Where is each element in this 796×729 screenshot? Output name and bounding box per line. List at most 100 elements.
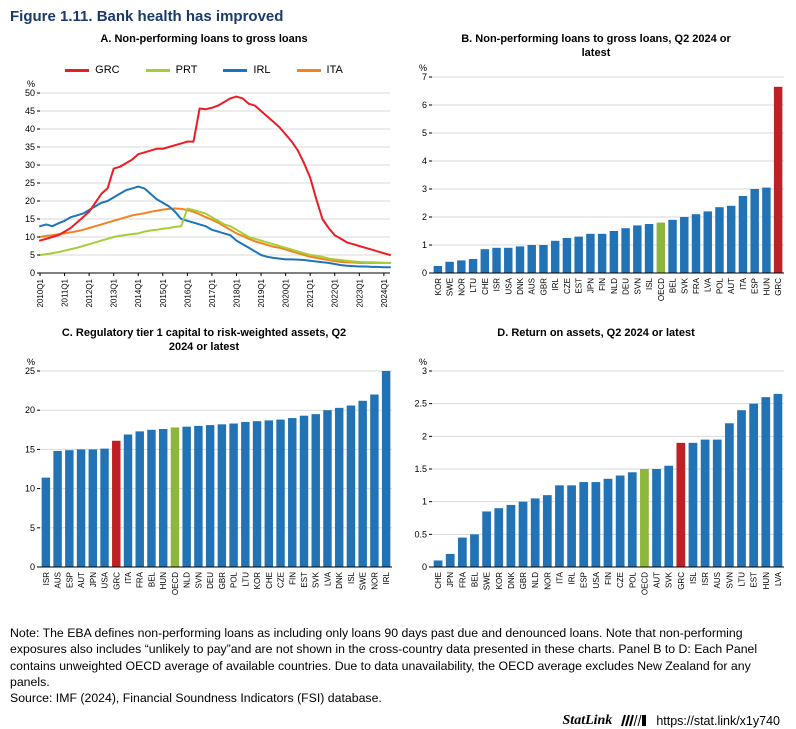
svg-text:USA: USA xyxy=(592,571,601,588)
svg-text:EST: EST xyxy=(575,278,584,294)
svg-text:DNK: DNK xyxy=(507,571,516,589)
note-text: Note: The EBA defines non-performing loa… xyxy=(10,626,758,690)
svg-text:SVN: SVN xyxy=(725,572,734,589)
svg-text:2020Q1: 2020Q1 xyxy=(282,278,291,307)
svg-text:FRA: FRA xyxy=(136,571,145,588)
panel-d: D. Return on assets, Q2 2024 or latest C… xyxy=(402,323,790,617)
svg-text:SVK: SVK xyxy=(665,571,674,588)
svg-text:NLD: NLD xyxy=(183,572,192,588)
svg-text:7: 7 xyxy=(422,72,427,82)
svg-text:GRC: GRC xyxy=(677,572,686,590)
figure-title: Figure 1.11. Bank health has improved xyxy=(10,8,284,25)
svg-text:2018Q1: 2018Q1 xyxy=(232,278,241,307)
svg-text:25: 25 xyxy=(25,178,35,188)
svg-text:DNK: DNK xyxy=(516,277,525,295)
svg-text:CZE: CZE xyxy=(277,572,286,588)
svg-text:ISL: ISL xyxy=(645,277,654,290)
svg-text:%: % xyxy=(419,63,427,73)
svg-text:ITA: ITA xyxy=(124,571,133,584)
svg-text:BEL: BEL xyxy=(470,571,479,587)
panel-a-title: A. Non-performing loans to gross loans xyxy=(100,33,308,45)
svg-text:ESP: ESP xyxy=(580,572,589,588)
svg-text:LVA: LVA xyxy=(704,277,713,292)
svg-text:ISR: ISR xyxy=(42,572,51,586)
svg-text:KOR: KOR xyxy=(495,572,504,590)
svg-text:2017Q1: 2017Q1 xyxy=(208,278,217,307)
svg-text:SWE: SWE xyxy=(446,278,455,296)
svg-text:GBR: GBR xyxy=(218,572,227,590)
svg-text:5: 5 xyxy=(30,250,35,260)
svg-text:HUN: HUN xyxy=(762,278,771,296)
svg-text:0: 0 xyxy=(30,562,35,572)
svg-text:DNK: DNK xyxy=(335,571,344,589)
svg-text:JPN: JPN xyxy=(89,572,98,587)
legend-label-prt: PRT xyxy=(175,64,198,76)
svg-text:GBR: GBR xyxy=(519,572,528,590)
prt-line-swatch xyxy=(145,68,170,72)
ita-line-swatch xyxy=(296,68,321,72)
svg-text:0: 0 xyxy=(422,562,427,572)
svg-text:CZE: CZE xyxy=(616,572,625,588)
irl-line-swatch xyxy=(223,68,248,72)
panel-a-line-chart: 2010Q1 2011Q1 2012Q1 2013Q1 2014Q1 2015Q1 2016… xyxy=(25,79,391,307)
legend-label-grc: GRC xyxy=(95,64,120,76)
svg-text:3: 3 xyxy=(422,366,427,376)
svg-text:POL: POL xyxy=(230,571,239,588)
svg-text:45: 45 xyxy=(25,106,35,116)
svg-text:EST: EST xyxy=(300,572,309,588)
svg-text:2021Q1: 2021Q1 xyxy=(306,278,315,307)
svg-text:2019Q1: 2019Q1 xyxy=(257,278,266,307)
legend-item-prt: PRT xyxy=(145,64,198,76)
svg-text:DEU: DEU xyxy=(206,572,215,589)
svg-text:HUN: HUN xyxy=(762,572,771,590)
legend-label-ita: ITA xyxy=(326,64,343,76)
svg-text:CHE: CHE xyxy=(265,572,274,589)
svg-text:HUN: HUN xyxy=(159,572,168,590)
svg-text:SVK: SVK xyxy=(680,277,689,294)
svg-text:IRL: IRL xyxy=(382,571,391,584)
svg-text:20: 20 xyxy=(25,405,35,415)
svg-text:KOR: KOR xyxy=(434,278,443,296)
svg-text:2010Q1: 2010Q1 xyxy=(36,278,45,307)
svg-text:AUS: AUS xyxy=(713,572,722,588)
svg-text:2022Q1: 2022Q1 xyxy=(331,278,340,307)
svg-text:LVA: LVA xyxy=(323,571,332,586)
svg-text:LVA: LVA xyxy=(774,571,783,586)
svg-text:BEL: BEL xyxy=(147,571,156,587)
svg-text:0.5: 0.5 xyxy=(414,529,427,539)
svg-text:10: 10 xyxy=(25,484,35,494)
svg-text:POL: POL xyxy=(715,277,724,294)
svg-text:2013Q1: 2013Q1 xyxy=(110,278,119,307)
svg-text:JPN: JPN xyxy=(586,278,595,293)
svg-text:SVN: SVN xyxy=(194,572,203,589)
svg-text:2016Q1: 2016Q1 xyxy=(183,278,192,307)
svg-text:ESP: ESP xyxy=(65,572,74,588)
svg-text:AUT: AUT xyxy=(727,278,736,294)
legend-item-ita: ITA xyxy=(296,64,343,76)
legend-item-irl: IRL xyxy=(223,64,271,76)
svg-text:ISL: ISL xyxy=(347,571,356,584)
svg-text:IRL: IRL xyxy=(568,571,577,584)
statlink-url[interactable]: https://stat.link/x1y740 xyxy=(656,713,780,728)
svg-text:2: 2 xyxy=(422,212,427,222)
panel-d-bar-chart: CHE JPN FRA BEL SWE KOR DNK GBR NLD NOR ITA IRL ESP U… xyxy=(414,357,784,595)
svg-text:ISR: ISR xyxy=(701,572,710,586)
svg-text:GRC: GRC xyxy=(112,572,121,590)
svg-text:EST: EST xyxy=(750,572,759,588)
svg-text:6: 6 xyxy=(422,100,427,110)
svg-text:NOR: NOR xyxy=(457,278,466,296)
svg-text:AUT: AUT xyxy=(653,572,662,588)
svg-text:LTU: LTU xyxy=(241,572,250,587)
svg-text:NOR: NOR xyxy=(543,572,552,590)
svg-text:5: 5 xyxy=(30,523,35,533)
svg-text:SWE: SWE xyxy=(483,572,492,590)
grc-line-swatch xyxy=(65,68,90,72)
svg-text:%: % xyxy=(27,357,35,367)
svg-text:GBR: GBR xyxy=(539,278,548,296)
svg-text:0: 0 xyxy=(30,268,35,278)
panel-a: A. Non-performing loans to gross loans G… xyxy=(10,29,398,323)
svg-text:50: 50 xyxy=(25,88,35,98)
svg-text:AUS: AUS xyxy=(528,278,537,294)
svg-text:5: 5 xyxy=(422,128,427,138)
svg-text:GRC: GRC xyxy=(774,278,783,296)
